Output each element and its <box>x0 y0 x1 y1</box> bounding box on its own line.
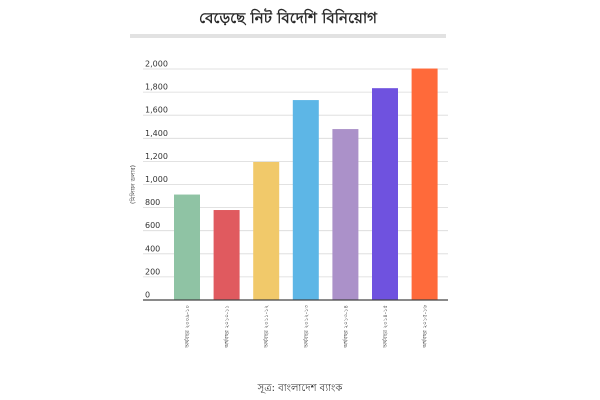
y-axis-label: (মিলিয়ন ডলার) <box>130 165 137 204</box>
y-tick-label: 600 <box>145 221 160 230</box>
bar <box>372 88 398 300</box>
title-divider <box>130 34 446 38</box>
bar <box>332 129 359 300</box>
chart-title: বেড়েছে নিট বিদেশি বিনিয়োগ <box>198 9 377 27</box>
x-tick-label: অর্থবছর ২০১৩-১৪ <box>342 305 349 349</box>
y-tick-label: 0 <box>145 291 150 300</box>
x-tick-label: অর্থবছর ২০১৫-১৬ <box>422 305 429 349</box>
y-tick-label: 1,400 <box>145 129 168 138</box>
bar <box>292 100 319 301</box>
y-axis-ticks: 0 200 400 600 800 1,000 1,200 1,400 1,600 1,800 2,… <box>145 60 168 300</box>
bars <box>174 68 438 301</box>
y-tick-label: 1,200 <box>145 152 168 161</box>
bar <box>253 161 280 300</box>
x-tick-label: অর্থবছর ২০১২-১৩ <box>303 305 310 349</box>
y-tick-label: 200 <box>145 267 160 276</box>
bar <box>174 194 200 300</box>
y-tick-label: 1,000 <box>145 175 168 184</box>
x-tick-label: অর্থবছর ২০১১-১২ <box>263 305 270 349</box>
bar <box>411 68 438 301</box>
x-tick-label: অর্থবছর ২০১৪-১৫ <box>382 305 389 349</box>
x-tick-label: অর্থবছর ২০১০-১১ <box>224 305 231 349</box>
source-note: সূত্র: বাংলাদেশ ব্যাংক <box>257 383 343 394</box>
y-tick-label: 800 <box>145 198 160 207</box>
y-tick-label: 400 <box>145 244 160 253</box>
x-axis-categories: অর্থবছর ২০০৯-১০ অর্থবছর ২০১০-১১ অর্থবছর ২০… <box>184 305 429 349</box>
y-tick-label: 1,600 <box>145 106 168 115</box>
x-tick-label: অর্থবছর ২০০৯-১০ <box>184 305 191 349</box>
bar <box>213 210 240 300</box>
y-tick-label: 1,800 <box>145 83 168 92</box>
y-tick-label: 2,000 <box>145 60 168 69</box>
